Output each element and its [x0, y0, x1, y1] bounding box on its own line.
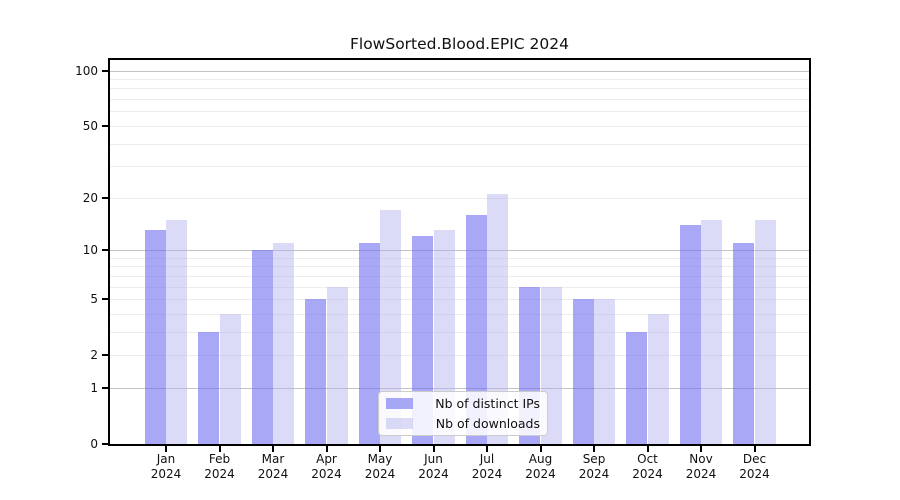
- gridline-minor-90: [110, 79, 809, 81]
- x-tick-mark-dec: [753, 446, 756, 452]
- bar-dec-distinct-ips: [733, 242, 755, 444]
- x-tick-label-may: May 2024: [364, 452, 396, 481]
- x-tick-label-dec: Dec 2024: [739, 452, 770, 481]
- bar-sep-distinct-ips: [572, 299, 594, 444]
- x-tick-label-mar: Mar 2024: [257, 452, 289, 481]
- gridline-minor-4: [110, 313, 809, 315]
- bar-feb-downloads: [219, 313, 241, 444]
- gridline-minor-30: [110, 166, 809, 168]
- bar-feb-distinct-ips: [198, 331, 220, 444]
- gridline-minor-50: [110, 125, 809, 127]
- y-tick-mark-100: [102, 69, 108, 72]
- bar-nov-downloads: [701, 219, 723, 444]
- y-tick-mark-2: [102, 354, 108, 357]
- bar-jul-downloads: [487, 193, 509, 444]
- bar-jun-downloads: [433, 230, 455, 444]
- legend-item-distinct-ips: Nb of distinct IPs: [386, 395, 540, 412]
- bar-apr-distinct-ips: [305, 299, 327, 444]
- y-tick-mark-10: [102, 248, 108, 251]
- x-tick-mark-jul: [486, 446, 488, 452]
- y-tick-mark-0: [102, 443, 108, 445]
- bar-nov-distinct-ips: [679, 224, 701, 444]
- gridline-minor-7: [110, 275, 809, 277]
- bar-may-distinct-ips: [358, 242, 380, 444]
- gridline-minor-80: [110, 88, 809, 90]
- gridline-major-10: [110, 249, 809, 251]
- bar-jul-distinct-ips: [465, 214, 487, 444]
- y-tick-label-2: 2: [90, 348, 98, 363]
- y-tick-mark-5: [102, 298, 108, 301]
- y-tick-label-50: 50: [82, 118, 98, 133]
- y-tick-label-20: 20: [82, 190, 98, 205]
- bar-oct-downloads: [647, 313, 669, 444]
- bar-mar-downloads: [273, 242, 295, 444]
- x-tick-mark-oct: [646, 446, 649, 452]
- chart-title: FlowSorted.Blood.EPIC 2024: [349, 35, 570, 53]
- bar-apr-downloads: [326, 286, 348, 444]
- bar-sep-downloads: [594, 299, 616, 444]
- x-tick-label-nov: Nov 2024: [685, 452, 717, 481]
- bar-dec-downloads: [754, 219, 776, 444]
- bar-jan-downloads: [166, 219, 188, 444]
- x-tick-label-feb: Feb 2024: [204, 452, 235, 481]
- gridline-minor-2: [110, 355, 809, 357]
- legend: Nb of distinct IPs Nb of downloads: [378, 391, 548, 436]
- gridline-minor-70: [110, 99, 809, 101]
- x-tick-mark-jan: [165, 446, 167, 452]
- x-tick-mark-may: [379, 446, 381, 452]
- x-tick-mark-apr: [325, 446, 328, 452]
- gridline-minor-5: [110, 299, 809, 301]
- y-tick-label-5: 5: [90, 292, 98, 307]
- gridline-minor-60: [110, 111, 809, 113]
- legend-label-distinct-ips: Nb of distinct IPs: [435, 396, 540, 411]
- gridline-major-100: [110, 70, 809, 72]
- x-tick-label-jun: Jun 2024: [418, 452, 449, 481]
- bar-may-downloads: [380, 210, 402, 444]
- x-tick-mark-mar: [272, 446, 274, 452]
- x-tick-mark-feb: [218, 446, 221, 452]
- y-tick-label-0: 0: [90, 437, 98, 451]
- y-tick-mark-1: [102, 386, 108, 389]
- legend-label-downloads: Nb of downloads: [435, 416, 540, 431]
- x-tick-mark-jun: [432, 446, 435, 452]
- x-tick-label-jul: Jul 2024: [471, 452, 503, 481]
- bar-oct-distinct-ips: [626, 331, 648, 444]
- gridline-minor-40: [110, 143, 809, 145]
- gridline-minor-6: [110, 286, 809, 288]
- legend-swatch-downloads-icon: [386, 418, 413, 429]
- y-tick-label-1: 1: [90, 380, 98, 395]
- gridline-major-1: [110, 387, 809, 389]
- y-tick-label-10: 10: [82, 242, 98, 257]
- bar-jan-distinct-ips: [144, 230, 166, 444]
- x-tick-label-oct: Oct 2024: [632, 452, 663, 481]
- y-tick-mark-50: [102, 124, 108, 127]
- x-tick-label-aug: Aug 2024: [525, 452, 556, 481]
- bar-mar-distinct-ips: [251, 249, 273, 444]
- gridline-minor-20: [110, 197, 809, 199]
- gridline-minor-9: [110, 257, 809, 259]
- y-tick-mark-20: [102, 196, 108, 199]
- gridline-minor-3: [110, 331, 809, 333]
- x-tick-mark-nov: [700, 446, 702, 452]
- x-tick-label-jan: Jan 2024: [150, 452, 182, 481]
- x-tick-label-apr: Apr 2024: [311, 452, 342, 481]
- gridline-minor-8: [110, 266, 809, 268]
- x-tick-mark-sep: [593, 446, 595, 452]
- x-tick-mark-aug: [539, 446, 542, 452]
- legend-swatch-distinct-ips-icon: [386, 398, 413, 409]
- x-tick-label-sep: Sep 2024: [578, 452, 610, 481]
- y-tick-label-100: 100: [75, 63, 98, 78]
- legend-item-downloads: Nb of downloads: [386, 415, 540, 432]
